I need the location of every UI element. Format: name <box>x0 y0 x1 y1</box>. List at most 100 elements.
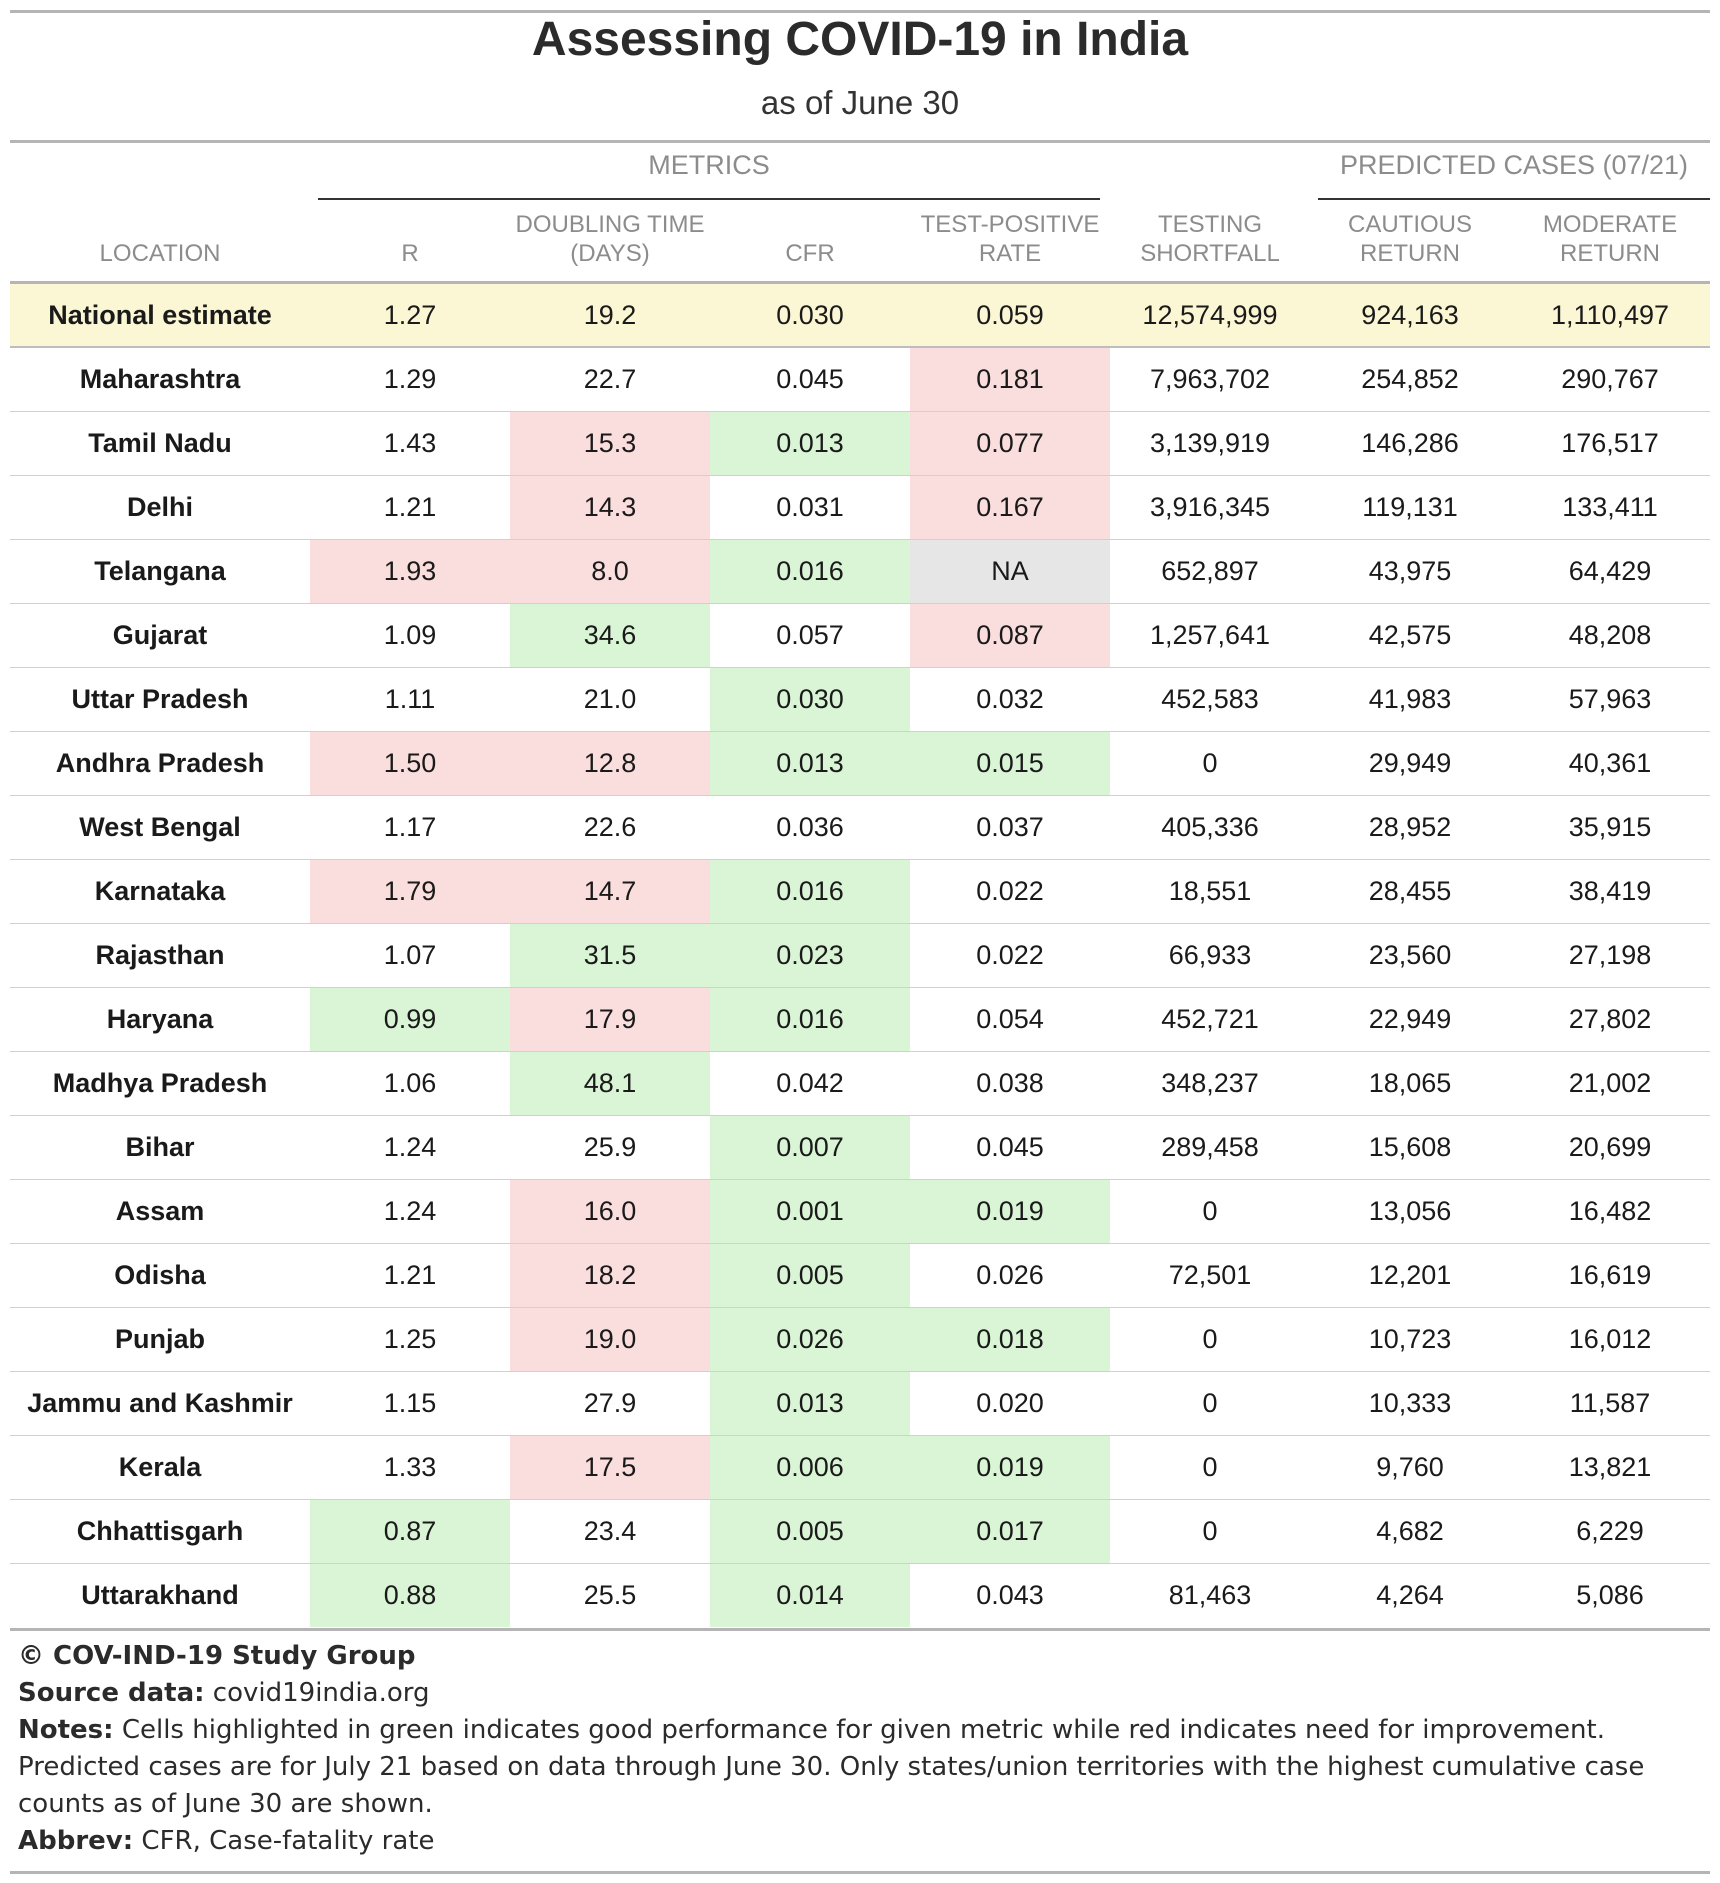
cell-cautious: 10,333 <box>1368 1388 1452 1418</box>
cell-doubling: 19.0 <box>510 1308 710 1371</box>
cell-cfr: 0.014 <box>710 1564 910 1627</box>
cell-moderate: 27,802 <box>1568 1004 1652 1034</box>
cell-cautious: 43,975 <box>1368 556 1452 586</box>
cell-r: 1.43 <box>383 428 437 458</box>
cell-cfr: 0.013 <box>710 412 910 475</box>
row-divider <box>10 1179 1710 1180</box>
cell-location: Haryana <box>106 1004 214 1034</box>
cell-cautious: 254,852 <box>1361 364 1459 394</box>
cell-tpr: 0.018 <box>910 1308 1110 1371</box>
cell-location: Karnataka <box>94 876 226 906</box>
cell-moderate: 6,229 <box>1576 1516 1644 1546</box>
cell-r: 1.33 <box>383 1452 437 1482</box>
cell-moderate: 27,198 <box>1568 940 1652 970</box>
table-row: Tamil Nadu 1.43 15.3 0.013 0.077 3,139,919 146… <box>10 412 1710 476</box>
row-divider <box>10 987 1710 988</box>
col-header-moderate: MODERATE RETURN <box>1542 211 1678 267</box>
cell-shortfall: 72,501 <box>1168 1260 1252 1290</box>
row-divider <box>10 1563 1710 1564</box>
cell-location: Maharashtra <box>79 364 241 394</box>
cell-shortfall: 0 <box>1202 1516 1218 1546</box>
cell-location: Gujarat <box>112 620 208 650</box>
cell-moderate: 1,110,497 <box>1550 300 1670 330</box>
row-divider <box>10 923 1710 924</box>
row-divider <box>10 346 1710 348</box>
cell-cautious: 41,983 <box>1368 684 1452 714</box>
cell-doubling: 15.3 <box>510 412 710 475</box>
cell-doubling: 22.6 <box>583 812 637 842</box>
cell-cautious: 4,264 <box>1376 1580 1444 1610</box>
table-row: Uttar Pradesh 1.11 21.0 0.030 0.032 452,583 41… <box>10 668 1710 732</box>
cell-doubling: 16.0 <box>510 1180 710 1243</box>
cell-cfr: 0.030 <box>710 668 910 731</box>
footer-notes: Notes: Cells highlighted in green indica… <box>18 1712 1708 1823</box>
cell-location: Telangana <box>94 556 226 586</box>
row-divider <box>10 667 1710 668</box>
cell-shortfall: 3,916,345 <box>1149 492 1271 522</box>
cell-moderate: 20,699 <box>1568 1132 1652 1162</box>
cell-cfr: 0.013 <box>710 1372 910 1435</box>
bottom-rule <box>10 1628 1710 1631</box>
metrics-spanner-line <box>318 198 1100 200</box>
cell-tpr: 0.181 <box>910 348 1110 411</box>
table-row: Bihar 1.24 25.9 0.007 0.045 289,458 15,608 20,6… <box>10 1116 1710 1180</box>
cell-shortfall: 652,897 <box>1161 556 1259 586</box>
predicted-spanner: PREDICTED CASES (07/21) <box>1339 150 1689 180</box>
cell-moderate: 16,012 <box>1568 1324 1652 1354</box>
cell-shortfall: 81,463 <box>1168 1580 1252 1610</box>
cell-r: 1.15 <box>383 1388 437 1418</box>
cell-moderate: 38,419 <box>1568 876 1652 906</box>
table-row: Telangana 1.93 8.0 0.016 NA 652,897 43,975 64,4… <box>10 540 1710 604</box>
cell-cfr: 0.007 <box>710 1116 910 1179</box>
footer-notes-value: Cells highlighted in green indicates goo… <box>18 1715 1645 1819</box>
cell-cautious: 15,608 <box>1368 1132 1452 1162</box>
cell-shortfall: 0 <box>1202 1452 1218 1482</box>
row-divider <box>10 1371 1710 1372</box>
predicted-spanner-line <box>1318 198 1710 200</box>
cell-cfr: 0.030 <box>776 300 844 330</box>
cell-cfr: 0.031 <box>776 492 844 522</box>
table-row: Kerala 1.33 17.5 0.006 0.019 0 9,760 13,821 <box>10 1436 1710 1500</box>
cell-cautious: 119,131 <box>1362 492 1458 522</box>
cell-cfr: 0.026 <box>710 1308 910 1371</box>
footer-abbrev-label: Abbrev: <box>18 1826 134 1856</box>
national-row: National estimate 1.27 19.2 0.030 0.059 12,57… <box>10 284 1710 348</box>
table-row: Uttarakhand 0.88 25.5 0.014 0.043 81,463 4,264… <box>10 1564 1710 1628</box>
cell-doubling: 17.5 <box>510 1436 710 1499</box>
cell-location: Bihar <box>125 1132 195 1162</box>
cell-cautious: 146,286 <box>1361 428 1459 458</box>
cell-cfr: 0.036 <box>776 812 844 842</box>
row-divider <box>10 603 1710 604</box>
footer-rule <box>10 1871 1710 1874</box>
row-divider <box>10 795 1710 796</box>
cell-cfr: 0.016 <box>710 988 910 1051</box>
cell-cfr: 0.005 <box>710 1500 910 1563</box>
cell-r: 1.11 <box>384 684 436 714</box>
cell-doubling: 14.7 <box>510 860 710 923</box>
cell-location: Assam <box>115 1196 205 1226</box>
cell-cautious: 10,723 <box>1368 1324 1452 1354</box>
cell-r: 1.25 <box>383 1324 437 1354</box>
cell-location: Punjab <box>114 1324 205 1354</box>
cell-shortfall: 405,336 <box>1161 812 1259 842</box>
cell-r: 1.07 <box>383 940 437 970</box>
cell-shortfall: 3,139,919 <box>1149 428 1271 458</box>
cell-shortfall: 452,721 <box>1161 1004 1259 1034</box>
cell-doubling: 19.2 <box>583 300 637 330</box>
footer-source: Source data: covid19india.org <box>18 1675 1708 1712</box>
cell-cautious: 12,201 <box>1368 1260 1452 1290</box>
row-divider <box>10 859 1710 860</box>
col-header-cautious: CAUTIOUS RETURN <box>1347 211 1472 267</box>
cell-cautious: 4,682 <box>1376 1516 1444 1546</box>
cell-doubling: 21.0 <box>583 684 637 714</box>
row-divider <box>10 1243 1710 1244</box>
cell-moderate: 5,086 <box>1576 1580 1644 1610</box>
cell-shortfall: 0 <box>1202 1324 1218 1354</box>
cell-cfr: 0.016 <box>710 540 910 603</box>
cell-moderate: 13,821 <box>1568 1452 1652 1482</box>
cell-shortfall: 7,963,702 <box>1149 364 1271 394</box>
cell-location: Madhya Pradesh <box>52 1068 268 1098</box>
table-row: Maharashtra 1.29 22.7 0.045 0.181 7,963,702 25… <box>10 348 1710 412</box>
cell-tpr: 0.043 <box>976 1580 1044 1610</box>
row-divider <box>10 1051 1710 1052</box>
